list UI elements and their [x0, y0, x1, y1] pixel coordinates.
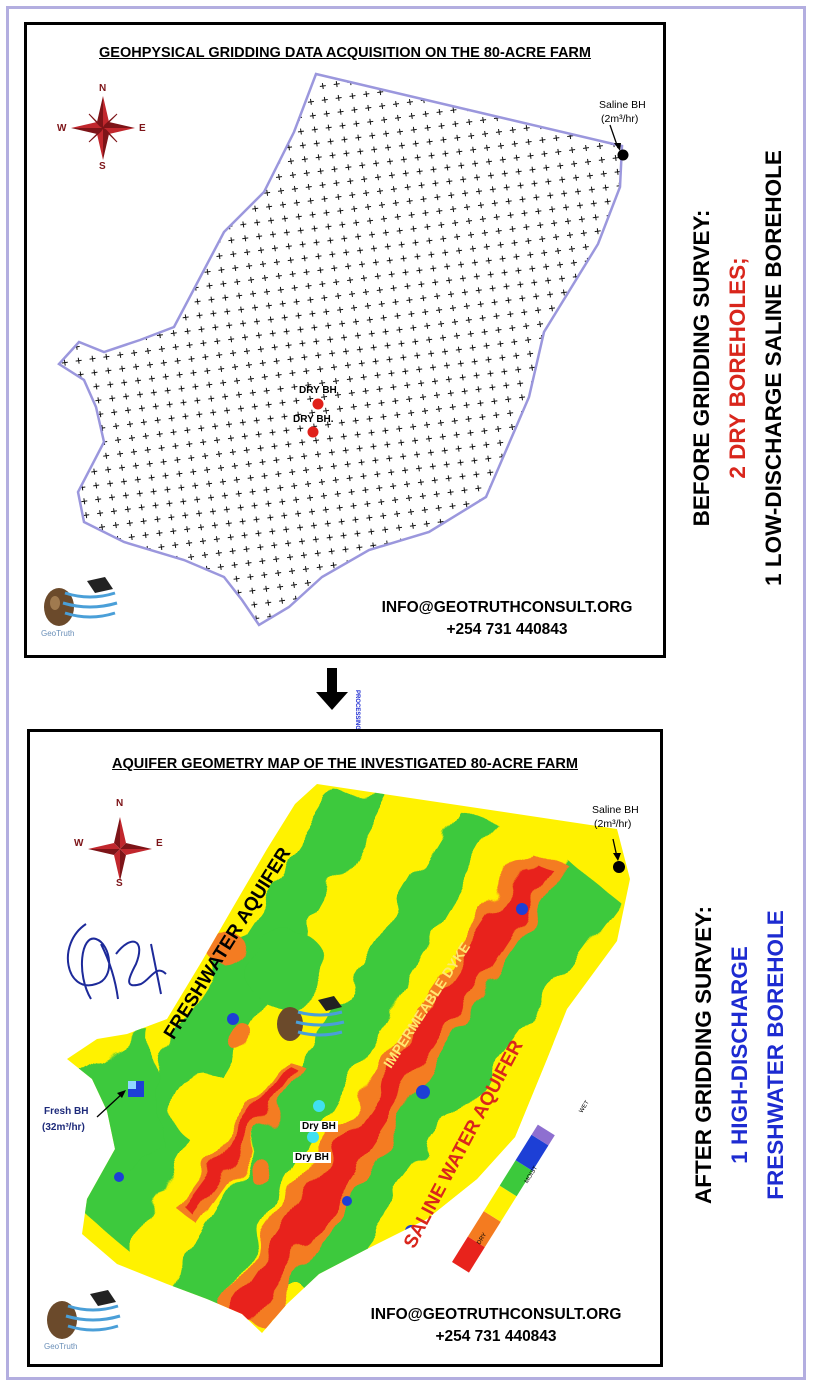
dry-bh-marker-bottom-1 [313, 1100, 325, 1112]
saline-bh-label-2: (2m³/hr) [601, 113, 639, 125]
saline-bh-marker [617, 149, 629, 161]
dry-bh-label-bottom-1: Dry BH [300, 1121, 338, 1132]
side-before-line3: 1 LOW-DISCHARGE SALINE BOREHOLE [761, 150, 786, 586]
contact-block-bottom: INFO@GEOTRUTHCONSULT.ORG +254 731 440843 [346, 1304, 646, 1348]
side-after-line3: FRESHWATER BOREHOLE [763, 910, 788, 1200]
compass-s-bottom: S [116, 878, 123, 889]
compass-s: S [99, 161, 106, 172]
dry-bh-label-bottom-2: Dry BH [293, 1152, 331, 1163]
side-before-line2: 2 DRY BOREHOLES; [725, 257, 750, 479]
saline-bh-label-1: Saline BH [599, 99, 646, 111]
dry-bh-marker-2 [307, 426, 319, 438]
moisture-legend [452, 1124, 555, 1273]
signature-mark [67, 923, 167, 1000]
geotruth-logo-icon-bottom [47, 1290, 121, 1339]
processing-arrow-icon [316, 668, 348, 710]
dry-bh-label-2: DRY BH. [293, 414, 334, 425]
farm-grid-map [57, 72, 629, 627]
side-caption-after: AFTER GRIDDING SURVEY: 1 HIGH-DISCHARGE … [686, 860, 794, 1250]
fresh-bh-label-2: (32m³/hr) [42, 1122, 85, 1133]
compass-rose-icon-bottom [88, 817, 152, 881]
processing-label: PROCESSING [354, 690, 360, 731]
side-after-line2: 1 HIGH-DISCHARGE [727, 946, 752, 1164]
outer-frame [6, 6, 806, 1380]
fresh-bh-label-1: Fresh BH [44, 1106, 89, 1117]
side-after-line1: AFTER GRIDDING SURVEY: [691, 906, 716, 1204]
compass-e-bottom: E [156, 838, 163, 849]
saline-bh-label-bottom-2: (2m³/hr) [594, 818, 632, 830]
side-caption-before: BEFORE GRIDDING SURVEY: 2 DRY BOREHOLES;… [684, 108, 792, 628]
saline-bh-label-bottom-1: Saline BH [592, 804, 639, 816]
contact-email: INFO@GEOTRUTHCONSULT.ORG [381, 599, 633, 616]
geotruth-logo-icon-center [277, 996, 345, 1041]
contact-phone: +254 731 440843 [446, 621, 568, 638]
aquifer-geometry-map [67, 784, 630, 1333]
dry-bh-marker-1 [312, 398, 324, 410]
geotruth-logo-icon [44, 577, 118, 626]
compass-rose-icon [71, 96, 135, 160]
dry-bh-marker-bottom-2 [307, 1131, 319, 1143]
side-before-line1: BEFORE GRIDDING SURVEY: [689, 209, 714, 527]
compass-n: N [99, 83, 107, 94]
compass-n-bottom: N [116, 798, 124, 809]
aquifer-panel-title: AQUIFER GEOMETRY MAP OF THE INVESTIGATED… [112, 756, 578, 772]
aquifer-panel: AQUIFER GEOMETRY MAP OF THE INVESTIGATED… [27, 729, 663, 1367]
contact-phone-bottom: +254 731 440843 [435, 1328, 557, 1345]
contact-email-bottom: INFO@GEOTRUTHCONSULT.ORG [370, 1306, 622, 1323]
dry-bh-label-1: DRY BH [299, 385, 337, 396]
compass-e: E [139, 123, 146, 134]
compass-w-bottom: W [74, 838, 84, 849]
compass-w: W [57, 123, 67, 134]
saline-bh-marker-bottom [613, 861, 625, 873]
survey-panel-title: GEOHPYSICAL GRIDDING DATA ACQUISITION ON… [99, 45, 591, 61]
geotruth-logo-text: GeoTruth [41, 629, 75, 638]
geotruth-logo-text-bottom: GeoTruth [44, 1342, 78, 1351]
survey-panel: GEOHPYSICAL GRIDDING DATA ACQUISITION ON… [24, 22, 666, 658]
contact-block-top: INFO@GEOTRUTHCONSULT.ORG +254 731 440843 [357, 597, 657, 641]
